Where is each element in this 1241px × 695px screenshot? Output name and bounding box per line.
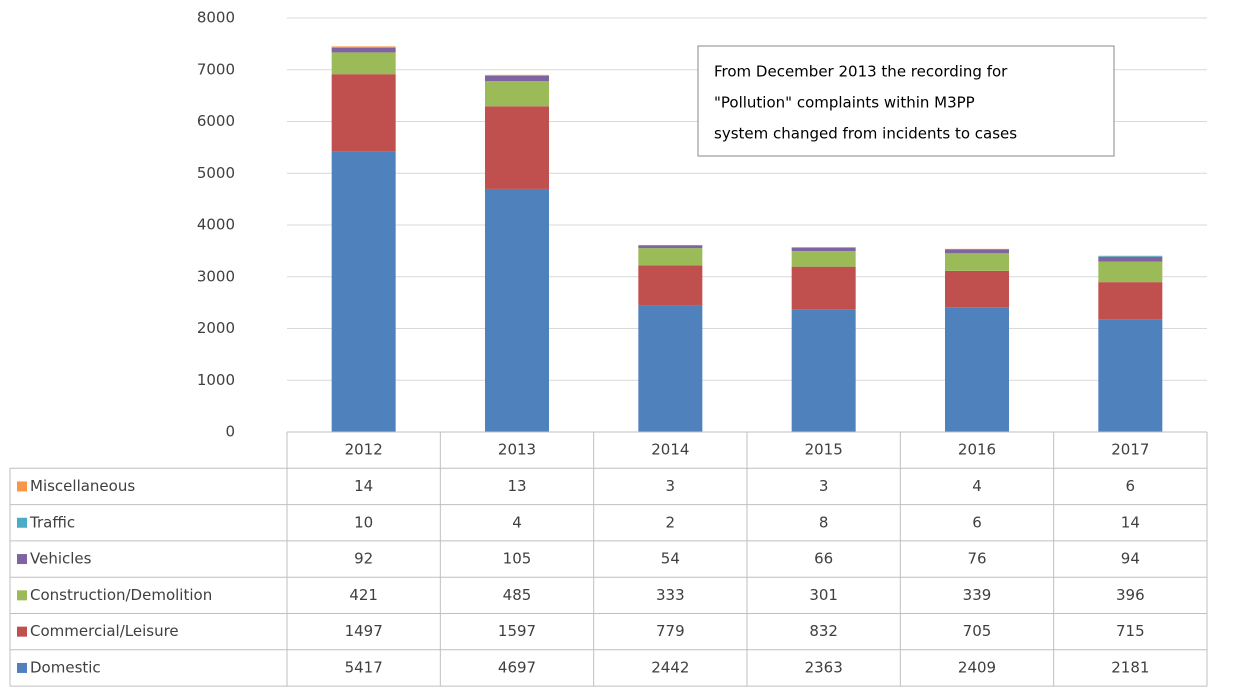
table-value: 333	[656, 586, 685, 604]
table-value: 4	[972, 477, 982, 495]
bar-segment	[945, 253, 1009, 271]
table-value: 301	[809, 586, 838, 604]
table-value: 6	[1126, 477, 1136, 495]
y-tick-label: 0	[225, 423, 235, 441]
bar-segment	[791, 247, 856, 252]
table-value: 2181	[1111, 658, 1149, 676]
legend-key	[17, 517, 27, 528]
bar-segment	[331, 151, 396, 432]
legend-label: Traffic	[29, 513, 75, 531]
table-value: 6	[972, 513, 982, 531]
table-value: 54	[661, 550, 680, 568]
bar-segment	[331, 47, 396, 53]
y-tick-label: 6000	[197, 112, 235, 130]
legend-key	[17, 554, 27, 565]
table-value: 76	[967, 550, 986, 568]
table-value: 2442	[651, 658, 689, 676]
bar-segment	[1098, 319, 1163, 432]
bar-segment	[1098, 282, 1163, 320]
bar-segment	[331, 74, 396, 152]
table-value: 4697	[498, 658, 536, 676]
bar-segment	[485, 188, 549, 432]
table-value: 92	[354, 550, 373, 568]
annotation: From December 2013 the recording for	[714, 63, 1008, 81]
bar-segment	[791, 309, 856, 432]
bar-segment	[638, 265, 703, 306]
x-tick-label: 2016	[958, 441, 996, 459]
legend-label: Domestic	[30, 658, 101, 676]
table-value: 66	[814, 550, 833, 568]
bar-segment	[485, 106, 549, 189]
x-tick-label: 2012	[345, 441, 383, 459]
legend-key	[17, 626, 27, 637]
y-tick-label: 3000	[197, 267, 235, 285]
bar-segment	[331, 46, 396, 48]
bar-segment	[331, 47, 396, 48]
y-tick-label: 1000	[197, 371, 235, 389]
bar-segment	[945, 249, 1009, 254]
y-tick-label: 2000	[197, 319, 235, 337]
table-value: 779	[656, 622, 685, 640]
table-value: 832	[809, 622, 838, 640]
table-value: 94	[1121, 550, 1140, 568]
legend-label: Construction/Demolition	[30, 586, 212, 604]
table-value: 339	[963, 586, 992, 604]
bar-segment	[1098, 256, 1163, 262]
y-tick-label: 7000	[197, 60, 235, 78]
table-value: 1597	[498, 622, 536, 640]
bar-segment	[485, 75, 549, 82]
x-tick-label: 2013	[498, 441, 536, 459]
table-value: 421	[349, 586, 378, 604]
table-value: 4	[512, 513, 522, 531]
table-value: 3	[666, 477, 676, 495]
y-tick-label: 4000	[197, 216, 235, 234]
bar-segment	[485, 81, 549, 107]
legend-key	[17, 662, 27, 673]
x-tick-label: 2017	[1111, 441, 1149, 459]
table-value: 2409	[958, 658, 996, 676]
table-value: 705	[963, 622, 992, 640]
legend-key	[17, 481, 27, 492]
annotation: "Pollution" complaints within M3PP	[714, 94, 975, 112]
bar-segment	[638, 305, 703, 432]
legend-key	[17, 590, 27, 601]
table-value: 14	[354, 477, 373, 495]
bar-segment	[331, 52, 396, 75]
table-value: 3	[819, 477, 829, 495]
bar-segment	[791, 251, 856, 267]
table-value: 2	[666, 513, 676, 531]
table-value: 1497	[345, 622, 383, 640]
bar-segment	[485, 74, 549, 76]
table-value: 105	[503, 550, 532, 568]
y-tick-label: 8000	[197, 9, 235, 27]
bar-segment	[638, 248, 703, 266]
bar-segment	[1098, 261, 1163, 283]
table-value: 485	[503, 586, 532, 604]
table-value: 14	[1121, 513, 1140, 531]
table-value: 10	[354, 513, 373, 531]
bar-segment	[945, 270, 1009, 308]
table-value: 396	[1116, 586, 1145, 604]
annotation-box	[697, 45, 1115, 157]
bar-segment	[945, 307, 1009, 432]
bar-segment	[791, 266, 856, 310]
table-value: 8	[819, 513, 829, 531]
y-tick-label: 5000	[197, 164, 235, 182]
table-value: 2363	[805, 658, 843, 676]
table-value: 715	[1116, 622, 1145, 640]
x-tick-label: 2015	[805, 441, 843, 459]
legend-label: Commercial/Leisure	[30, 622, 179, 640]
bar-segment	[638, 245, 703, 249]
bar-segment	[1098, 256, 1163, 257]
annotation: system changed from incidents to cases	[714, 125, 1017, 143]
legend-label: Vehicles	[30, 550, 92, 568]
table-value: 13	[507, 477, 526, 495]
table-value: 5417	[345, 658, 383, 676]
x-tick-label: 2014	[651, 441, 689, 459]
legend-label: Miscellaneous	[30, 477, 135, 495]
